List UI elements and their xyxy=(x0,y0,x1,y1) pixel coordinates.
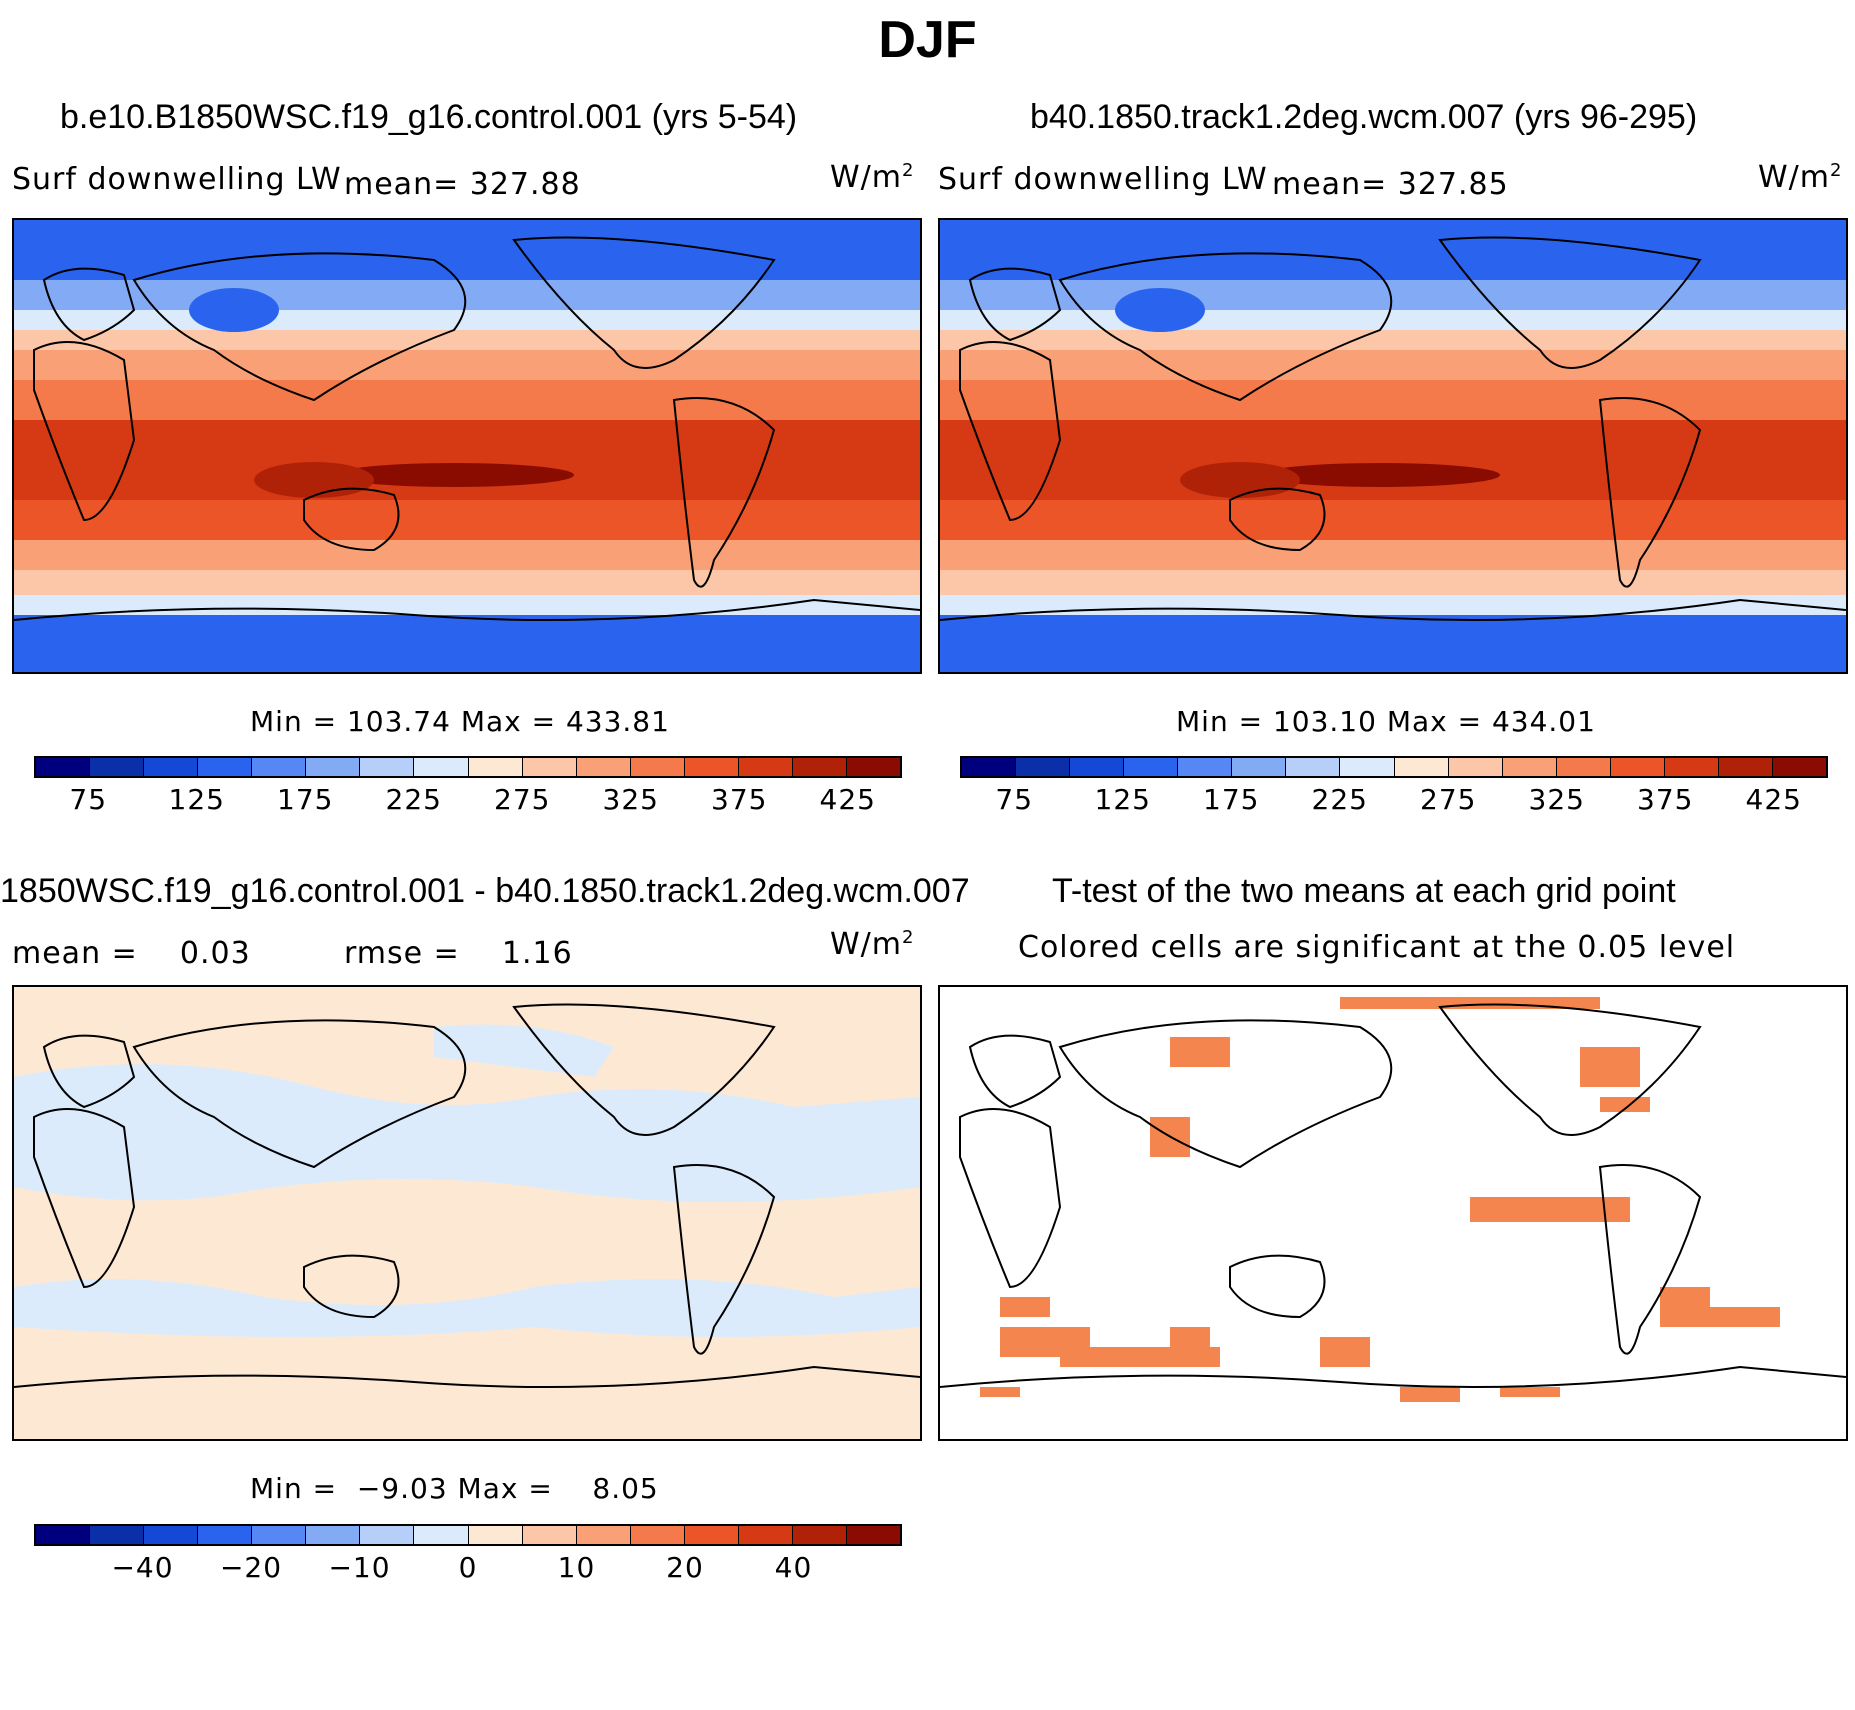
colorbar-cell xyxy=(468,1526,523,1544)
colorbar-tick-label: 175 xyxy=(1203,783,1260,816)
panel4-map xyxy=(938,985,1848,1441)
panel3-minmax: Min = −9.03 Max = 8.05 xyxy=(250,1472,659,1505)
colorbar-cell xyxy=(306,758,361,776)
colorbar-cell xyxy=(144,1526,199,1544)
panel3-title: 1850WSC.f19_g16.control.001 - b40.1850.t… xyxy=(0,872,970,910)
colorbar-tick-label: 325 xyxy=(602,783,659,816)
colorbar-tick-label: 325 xyxy=(1528,783,1585,816)
colorbar-cell xyxy=(360,1526,415,1544)
colorbar-tick-label: 175 xyxy=(277,783,334,816)
colorbar-cell xyxy=(414,758,469,776)
panel2-minmax: Min = 103.10 Max = 434.01 xyxy=(1176,705,1596,738)
colorbar-cell xyxy=(962,758,1017,776)
colorbar-cell xyxy=(630,1526,685,1544)
panel3-colorbar xyxy=(34,1524,902,1546)
colorbar-cell xyxy=(360,758,415,776)
colorbar-cell xyxy=(36,1526,91,1544)
colorbar-cell xyxy=(630,758,685,776)
panel3-map xyxy=(12,985,922,1441)
colorbar-cell xyxy=(1772,758,1826,776)
panel2-units: W/m2 xyxy=(1758,160,1843,195)
panel4-subtitle: Colored cells are significant at the 0.0… xyxy=(1018,930,1736,965)
panel4-title: T-test of the two means at each grid poi… xyxy=(1052,872,1676,910)
colorbar-cell xyxy=(36,758,91,776)
colorbar-cell xyxy=(252,758,307,776)
colorbar-tick-label: 375 xyxy=(1637,783,1694,816)
colorbar-cell xyxy=(1664,758,1719,776)
colorbar-cell xyxy=(576,1526,631,1544)
colorbar-cell xyxy=(468,758,523,776)
colorbar-cell xyxy=(1394,758,1449,776)
colorbar-tick-label: 75 xyxy=(995,783,1034,816)
colorbar-tick-label: 40 xyxy=(774,1551,813,1584)
colorbar-tick-label: 375 xyxy=(711,783,768,816)
colorbar-cell xyxy=(1070,758,1125,776)
colorbar-cell xyxy=(1232,758,1287,776)
colorbar-tick-label: 225 xyxy=(1311,783,1368,816)
panel3-mean: mean = 0.03 xyxy=(12,936,251,971)
panel2-title: b40.1850.track1.2deg.wcm.007 (yrs 96-295… xyxy=(1030,98,1698,136)
panel1-colorbar xyxy=(34,756,902,778)
colorbar-cell xyxy=(90,1526,145,1544)
colorbar-cell xyxy=(1124,758,1179,776)
colorbar-tick-label: 75 xyxy=(69,783,108,816)
colorbar-cell xyxy=(1340,758,1395,776)
colorbar-cell xyxy=(1610,758,1665,776)
colorbar-cell xyxy=(1718,758,1773,776)
colorbar-cell xyxy=(198,758,253,776)
colorbar-tick-label: 425 xyxy=(819,783,876,816)
colorbar-tick-label: 275 xyxy=(1420,783,1477,816)
colorbar-cell xyxy=(738,1526,793,1544)
colorbar-tick-label: −40 xyxy=(111,1551,174,1584)
panel2-colorbar xyxy=(960,756,1828,778)
colorbar-cell xyxy=(252,1526,307,1544)
colorbar-cell xyxy=(1178,758,1233,776)
panel1-units: W/m2 xyxy=(830,160,915,195)
colorbar-cell xyxy=(1556,758,1611,776)
colorbar-tick-label: 425 xyxy=(1745,783,1802,816)
panel1-map xyxy=(12,218,922,674)
colorbar-cell xyxy=(846,758,900,776)
colorbar-cell xyxy=(684,1526,739,1544)
colorbar-cell xyxy=(1448,758,1503,776)
colorbar-tick-label: 275 xyxy=(494,783,551,816)
panel1-mean: mean= 327.88 xyxy=(344,167,581,202)
colorbar-tick-label: 125 xyxy=(1094,783,1151,816)
figure-title: DJF xyxy=(878,11,977,69)
colorbar-cell xyxy=(90,758,145,776)
colorbar-cell xyxy=(792,758,847,776)
panel1-variable: Surf downwelling LW xyxy=(12,162,342,197)
colorbar-cell xyxy=(576,758,631,776)
colorbar-cell xyxy=(198,1526,253,1544)
colorbar-cell xyxy=(1016,758,1071,776)
colorbar-cell xyxy=(1286,758,1341,776)
colorbar-tick-label: 225 xyxy=(385,783,442,816)
panel1-title: b.e10.B1850WSC.f19_g16.control.001 (yrs … xyxy=(60,98,798,136)
colorbar-cell xyxy=(144,758,199,776)
colorbar-cell xyxy=(522,1526,577,1544)
panel2-mean: mean= 327.85 xyxy=(1272,167,1509,202)
colorbar-cell xyxy=(414,1526,469,1544)
colorbar-cell xyxy=(846,1526,900,1544)
colorbar-cell xyxy=(1502,758,1557,776)
colorbar-cell xyxy=(738,758,793,776)
colorbar-cell xyxy=(522,758,577,776)
colorbar-tick-label: 125 xyxy=(168,783,225,816)
colorbar-tick-label: 20 xyxy=(666,1551,704,1584)
colorbar-tick-label: 10 xyxy=(557,1551,596,1584)
panel1-minmax: Min = 103.74 Max = 433.81 xyxy=(250,705,670,738)
panel3-units: W/m2 xyxy=(830,927,915,962)
colorbar-cell xyxy=(306,1526,361,1544)
colorbar-tick-label: −20 xyxy=(219,1551,283,1584)
colorbar-tick-label: −10 xyxy=(328,1551,391,1584)
panel2-map xyxy=(938,218,1848,674)
panel2-variable: Surf downwelling LW xyxy=(938,162,1268,197)
colorbar-tick-label: 0 xyxy=(458,1551,478,1584)
panel3-rmse: rmse = 1.16 xyxy=(344,936,573,971)
colorbar-cell xyxy=(684,758,739,776)
colorbar-cell xyxy=(792,1526,847,1544)
